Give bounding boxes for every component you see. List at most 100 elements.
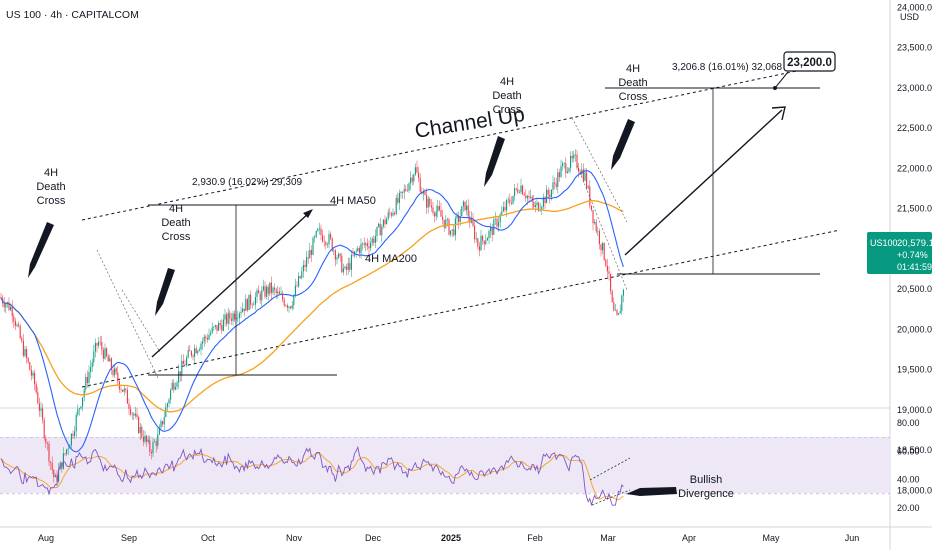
price-tick-label[interactable]: 23,000.0 [897,83,932,93]
candle-body [246,299,248,311]
candle-body [581,169,583,175]
candle-body [466,205,468,211]
rsi-axis-ticks[interactable]: 80.00 60.00 40.00 20.00 [897,418,920,513]
time-axis-ticks[interactable]: Aug Sep Oct Nov Dec 2025 Feb Mar Apr May Jun [38,533,859,543]
candle-body [245,299,247,312]
candle-body [494,218,496,220]
candle-body [75,414,77,432]
candle-body [523,194,525,196]
candle-body [323,241,325,243]
candle-body [566,171,568,173]
rsi-tick-label[interactable]: 60.00 [897,446,920,456]
candle-body [226,314,228,324]
candle-body [344,266,346,269]
candle-body [299,276,301,278]
candle-body [547,189,549,195]
candle-body [82,397,84,407]
price-tick-label[interactable]: 18,000.0 [897,485,932,495]
candle-body [270,282,272,293]
candle-body [262,286,264,291]
candle-body [77,409,79,415]
candle-body [294,285,296,295]
candle-body [45,438,47,444]
time-tick-label[interactable]: Aug [38,533,54,543]
candle-body [142,436,144,442]
candle-body [549,194,551,198]
candle-body [462,201,464,207]
candle-body [542,197,544,207]
candle-body [402,191,404,193]
death-cross-2-line-2: Death [161,217,190,229]
target-box[interactable] [783,51,836,72]
price-tick-label[interactable]: 22,500.0 [897,123,932,133]
candle-body [517,189,519,193]
candle-body [475,238,477,240]
channel-upper-line[interactable] [81,62,836,221]
time-tick-label[interactable]: Jun [845,533,860,543]
candle-body [99,341,101,343]
time-tick-label[interactable]: Dec [365,533,382,543]
candle-body [448,219,450,235]
candle-body [125,388,127,390]
ma50-line[interactable] [0,170,624,453]
candle-body [102,349,104,359]
candle-body [90,367,92,372]
rsi-ma-line[interactable] [0,452,624,501]
time-tick-label[interactable]: Apr [682,533,696,543]
price-tick-label[interactable]: 24,000.0 [897,2,932,12]
candle-body [552,182,554,190]
candle-body [397,198,399,203]
death-cross-1-line-2: Death [36,181,65,193]
rsi-tick-label[interactable]: 40.00 [897,475,920,485]
projection-arrow-1[interactable] [151,211,311,358]
rsi-line[interactable] [0,445,624,507]
candle-body [264,286,266,297]
candle-body [459,215,461,222]
price-tick-label[interactable]: 21,500.0 [897,204,932,214]
candle-body [322,235,324,242]
projection-arrow-2[interactable] [624,109,783,256]
price-tick-label[interactable]: 19,500.0 [897,365,932,375]
time-tick-label[interactable]: Feb [527,533,543,543]
price-tick-label[interactable]: 18,500.0 [897,445,932,455]
price-tick-label[interactable]: 20,500.0 [897,284,932,294]
candle-body [64,453,66,454]
ma200-line[interactable] [0,200,624,413]
candle-body [208,334,210,340]
rsi-tick-label[interactable]: 20.00 [897,503,920,513]
price-tick-label[interactable]: 20,000.0 [897,324,932,334]
price-tick-label[interactable]: 23,500.0 [897,43,932,53]
symbol-title[interactable]: US 100 · 4h · CAPITALCOM [6,9,139,21]
channel-lower-line[interactable] [81,229,841,388]
price-axis-ticks[interactable]: 24,000.0 23,500.0 23,000.0 22,500.0 22,000.0… [897,2,932,495]
candle-body [510,202,512,204]
pullback-line-1b [121,289,161,353]
candle-body [518,192,520,193]
candle-body [117,372,119,382]
candle-body [248,294,250,311]
candle-body [168,399,170,404]
candle-body [589,186,591,206]
time-tick-label[interactable]: Mar [600,533,616,543]
death-cross-4-line-1: 4H [626,63,640,75]
rsi-tick-label[interactable]: 80.00 [897,418,920,428]
candle-body [150,451,152,454]
time-tick-label[interactable]: Nov [286,533,303,543]
candle-body [238,313,240,319]
candle-body [592,210,594,224]
time-tick-label[interactable]: Oct [201,533,216,543]
time-tick-label[interactable]: May [762,533,780,543]
time-tick-label[interactable]: Sep [121,533,137,543]
candle-body [256,290,258,297]
price-tick-label[interactable]: 19,000.0 [897,405,932,415]
time-tick-label[interactable]: 2025 [441,533,461,543]
price-tick-label[interactable]: 22,000.0 [897,163,932,173]
candle-body [173,382,175,390]
target-label: 23,200.0 [787,57,832,69]
candle-body [91,362,93,368]
target-point [773,86,777,90]
candle-body [349,263,351,270]
candle-body [198,349,200,351]
arrow-death-cross-2 [155,268,175,316]
